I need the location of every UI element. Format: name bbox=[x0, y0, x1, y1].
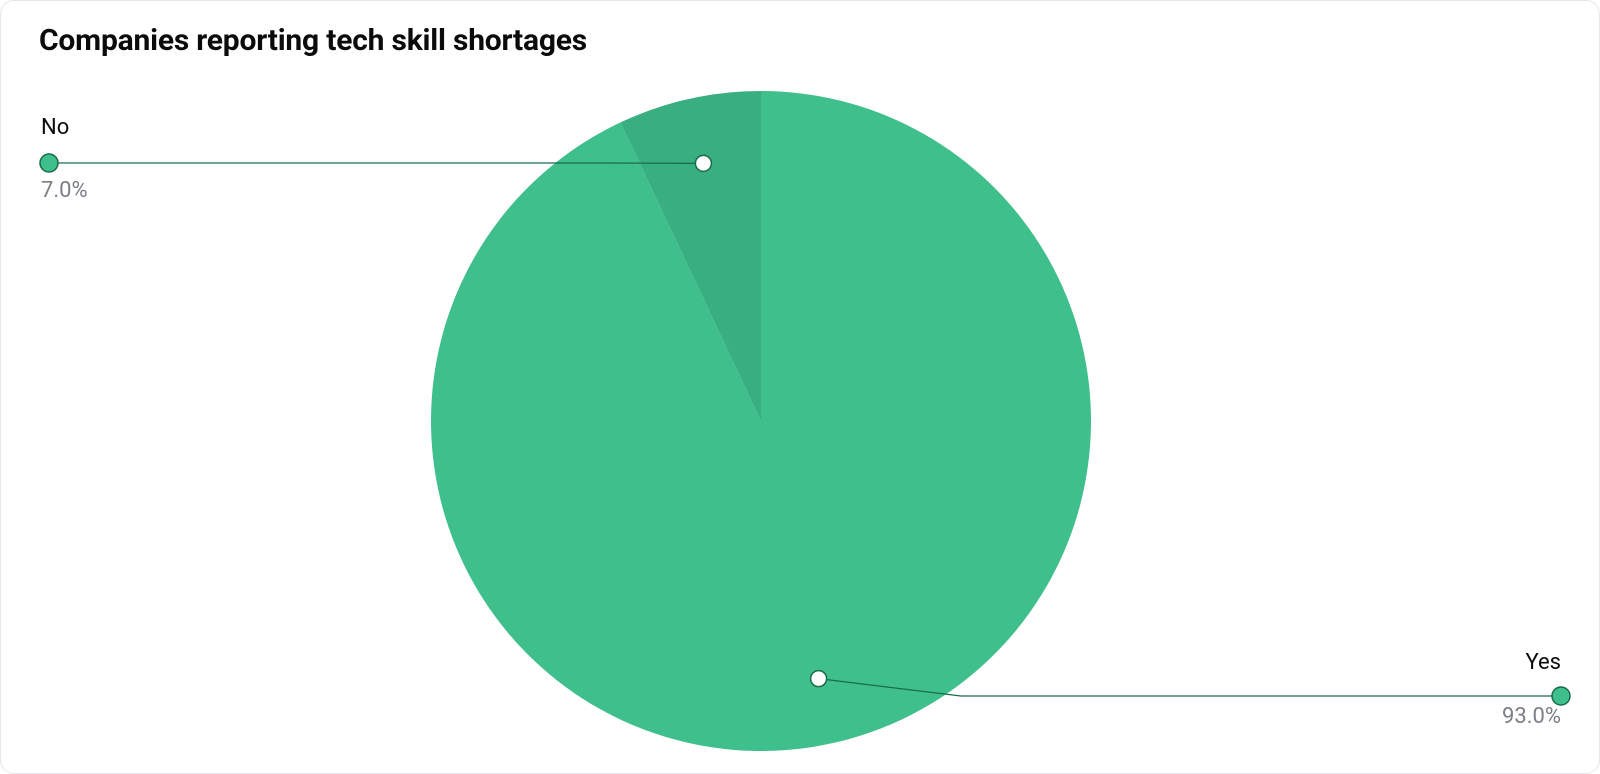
callout-value: 7.0% bbox=[41, 178, 88, 203]
callout-end-icon bbox=[40, 154, 58, 172]
callout-value: 93.0% bbox=[1502, 704, 1561, 729]
callout-end-icon bbox=[1552, 687, 1570, 705]
callout-anchor-icon bbox=[811, 671, 827, 687]
chart-card: Companies reporting tech skill shortages… bbox=[0, 0, 1600, 774]
callout-label: Yes bbox=[1525, 650, 1561, 675]
pie-chart: Yes 93.0% No 7.0% bbox=[1, 1, 1600, 774]
callout-label: No bbox=[41, 115, 69, 140]
callout-anchor-icon bbox=[695, 155, 711, 171]
